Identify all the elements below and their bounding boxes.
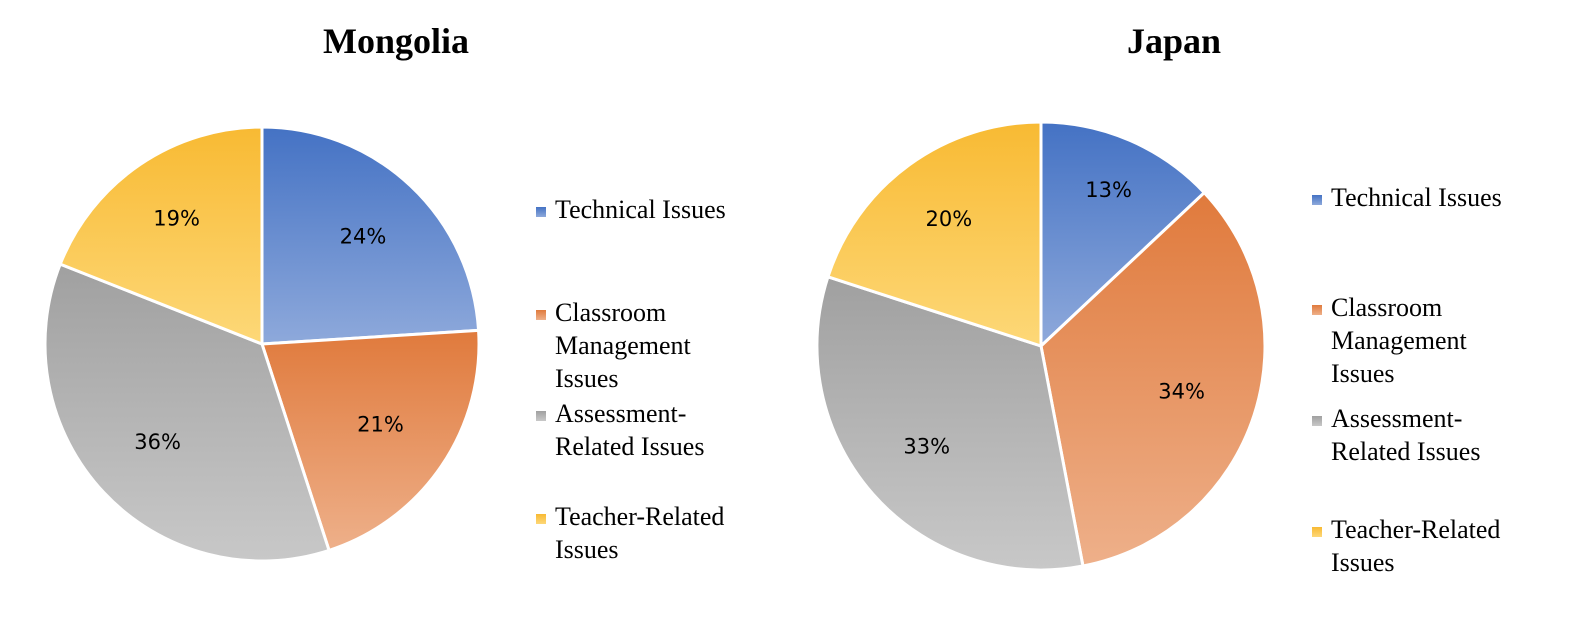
- slice-label-assessment: 36%: [134, 430, 181, 454]
- legend-swatch-icon: [1312, 416, 1322, 426]
- legend-label: Assessment- Related Issues: [555, 399, 705, 461]
- pie-slice-teacher: [58, 125, 264, 347]
- pie-slice-technical: [1039, 120, 1207, 350]
- slice-label-teacher: 20%: [925, 207, 972, 231]
- slice-label-technical: 24%: [340, 224, 387, 248]
- pie-chart-mongolia: 24% 21% 36% 19%: [43, 125, 481, 563]
- chart-title-japan: Japan: [1126, 21, 1222, 61]
- legend-swatch-icon: [536, 207, 546, 217]
- slice-label-teacher: 19%: [153, 206, 200, 230]
- slice-label-classroom: 34%: [1158, 380, 1205, 404]
- legend-swatch-icon: [536, 514, 546, 524]
- legend-swatch-icon: [1312, 195, 1322, 205]
- legend-label: Teacher-Related Issues: [1331, 515, 1501, 577]
- slice-label-technical: 13%: [1085, 178, 1132, 202]
- slice-label-classroom: 21%: [357, 413, 404, 437]
- legend-item-assessment: Assessment- Related Issues: [1312, 402, 1571, 468]
- legend-label: Teacher-Related Issues: [555, 502, 725, 564]
- legend-label: Technical Issues: [555, 195, 726, 224]
- pie-chart-japan: 13% 34% 33% 20%: [815, 120, 1267, 572]
- legend-item-classroom: Classroom Management Issues: [536, 296, 795, 395]
- pie-slice-technical: [260, 125, 481, 346]
- legend-item-technical: Technical Issues: [1312, 181, 1571, 214]
- legend-label: Classroom Management Issues: [1331, 293, 1467, 388]
- pie-slice-classroom: [259, 328, 481, 553]
- slice-label-assessment: 33%: [903, 435, 950, 459]
- pie-slice-assessment: [815, 274, 1085, 572]
- legend-item-technical: Technical Issues: [536, 193, 795, 226]
- legend-item-teacher: Teacher-Related Issues: [536, 500, 795, 566]
- legend-label: Assessment- Related Issues: [1331, 404, 1481, 466]
- pie-slice-assessment: [43, 262, 331, 563]
- legend-item-classroom: Classroom Management Issues: [1312, 291, 1571, 390]
- legend-swatch-icon: [536, 411, 546, 421]
- chart-title-mongolia: Mongolia: [322, 21, 469, 61]
- pie-slice-classroom: [1039, 190, 1267, 568]
- legend-label: Classroom Management Issues: [555, 298, 691, 393]
- legend-swatch-icon: [1312, 305, 1322, 315]
- pie-slice-teacher: [826, 120, 1043, 349]
- legend-swatch-icon: [1312, 527, 1322, 537]
- legend-item-teacher: Teacher-Related Issues: [1312, 513, 1571, 579]
- legend-swatch-icon: [536, 310, 546, 320]
- legend-label: Technical Issues: [1331, 183, 1502, 212]
- legend-item-assessment: Assessment- Related Issues: [536, 397, 795, 463]
